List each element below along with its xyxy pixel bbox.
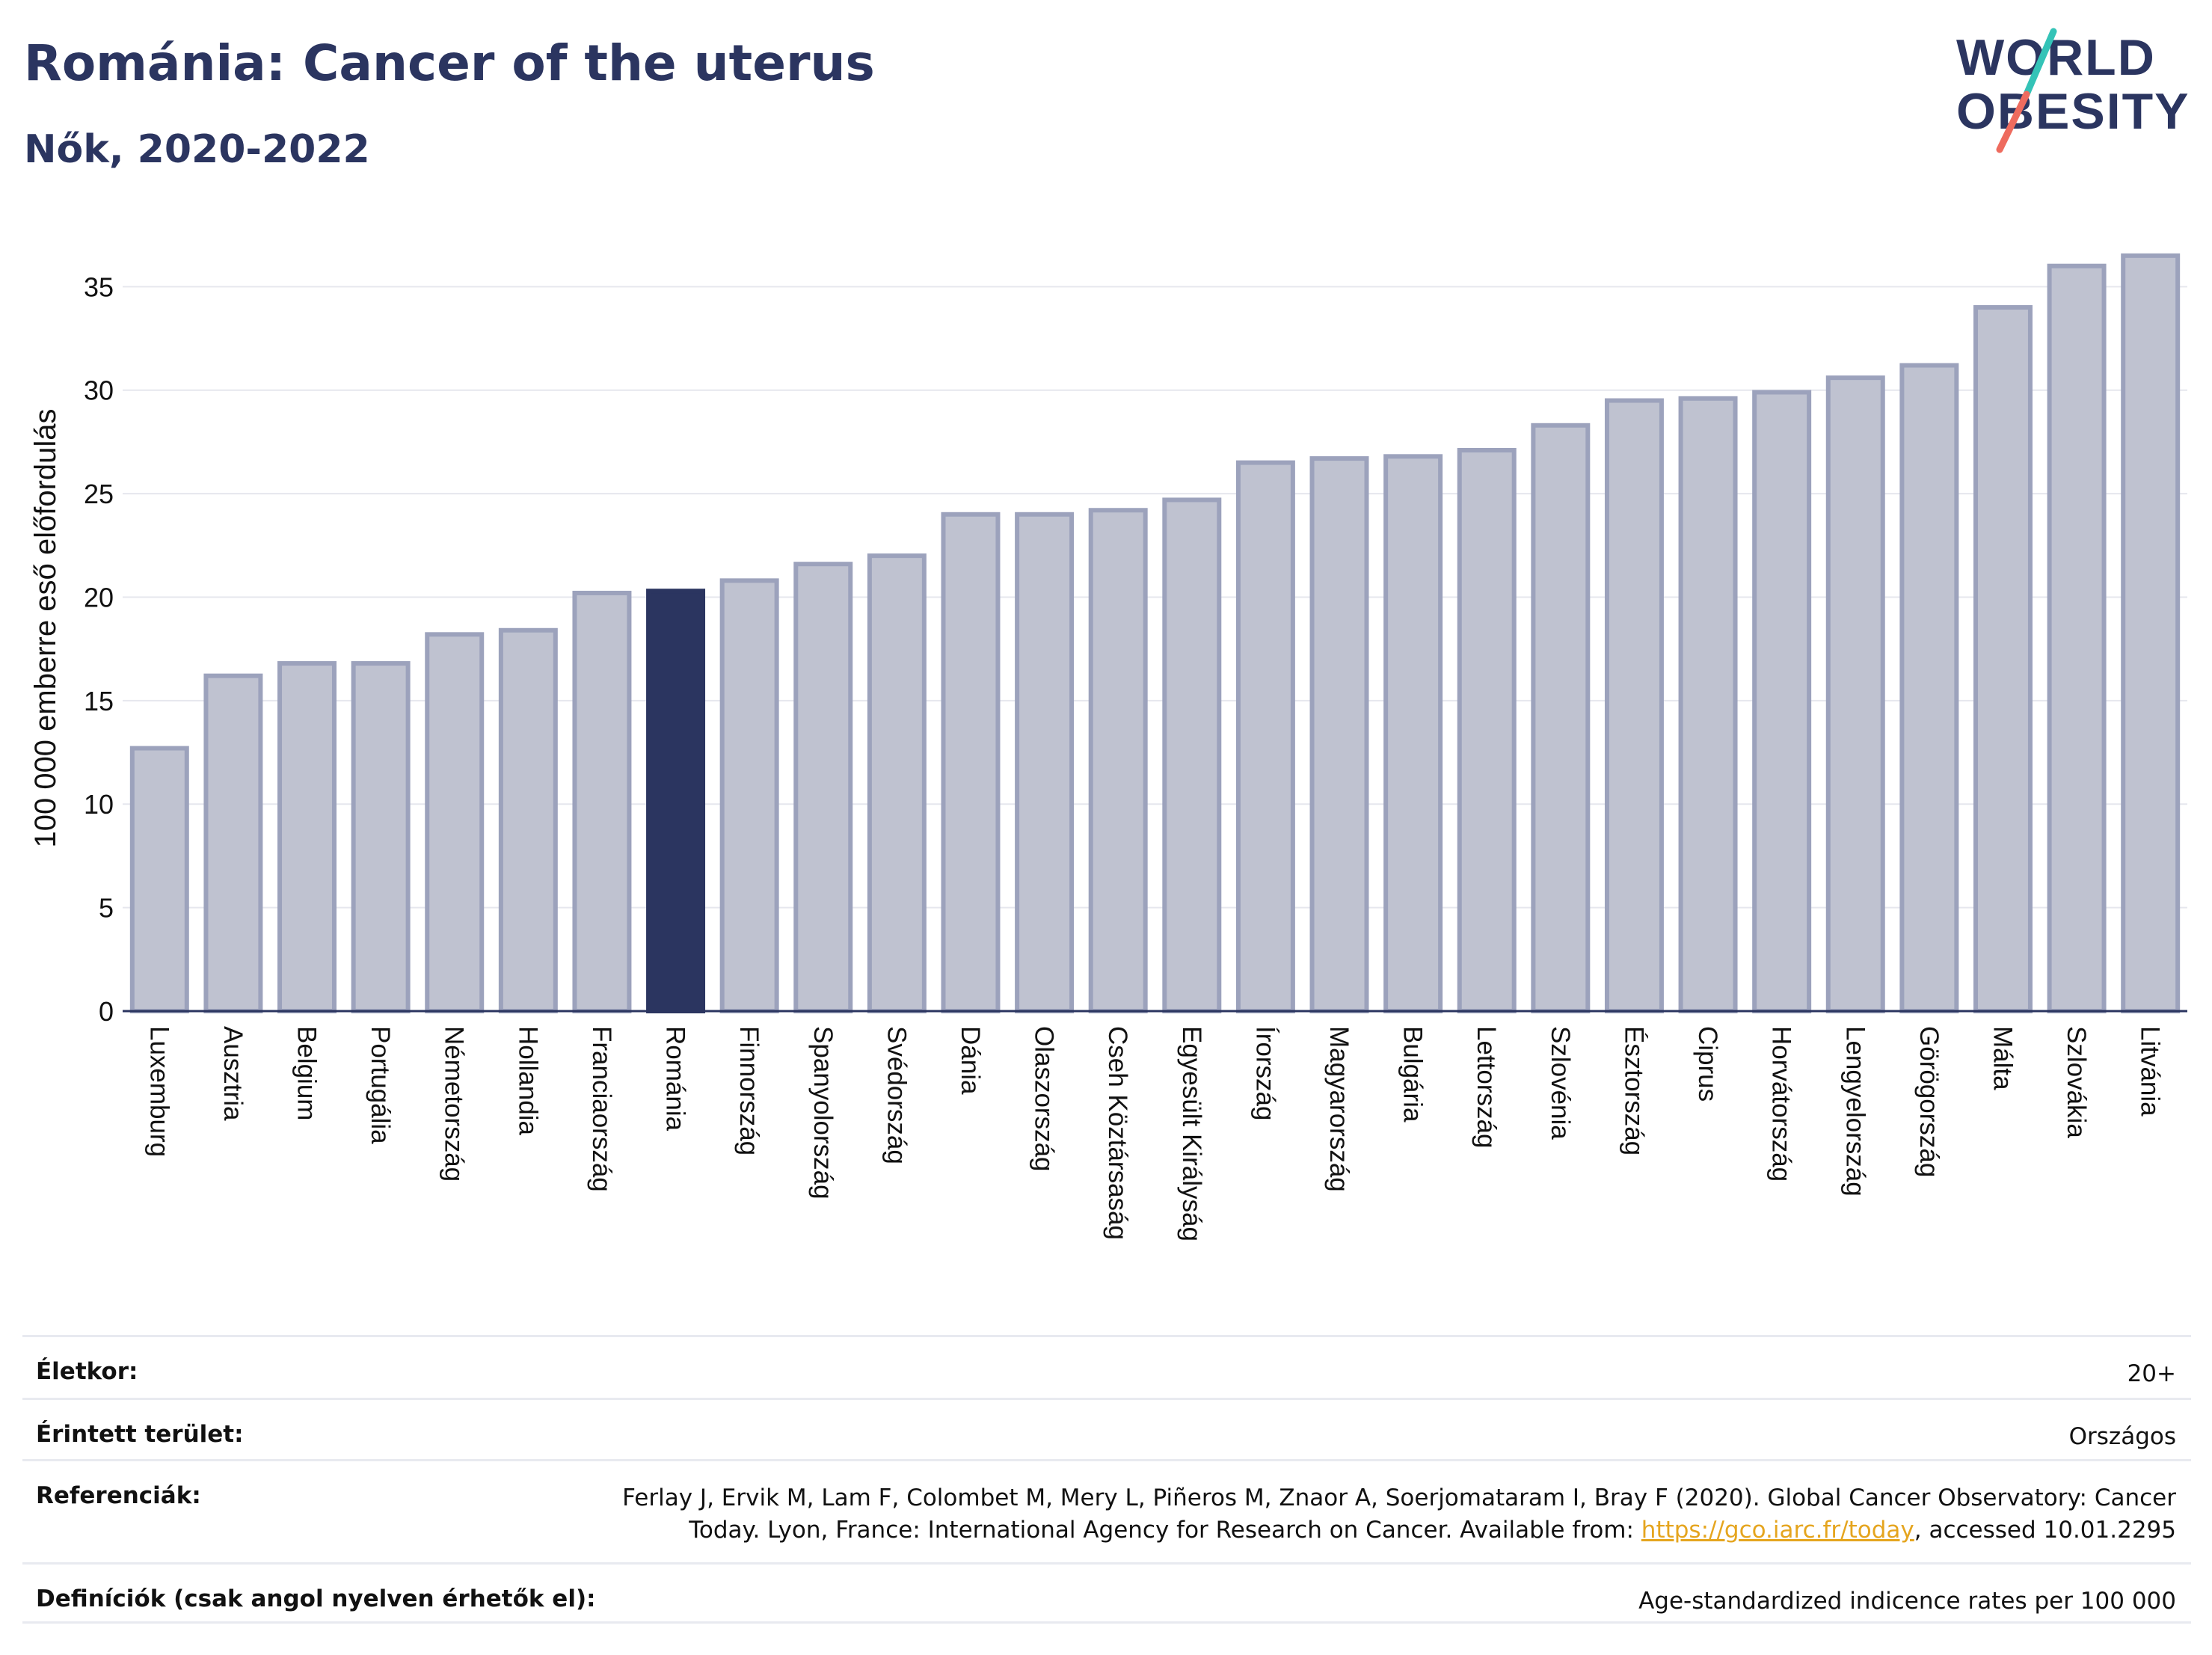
bar-málta: [1973, 305, 2033, 1013]
bar-szlovákia: [2047, 263, 2107, 1014]
x-tick-label: Finnország: [734, 1026, 764, 1155]
bar-görögország: [1899, 363, 1959, 1013]
x-tick-label: Spanyolország: [808, 1026, 838, 1200]
reference-line-2-suffix: , accessed 10.01.2295: [1914, 1517, 2176, 1544]
bar-luxemburg: [129, 746, 189, 1013]
bar-írország: [1235, 460, 1295, 1013]
x-tick-label: Franciaország: [587, 1026, 616, 1192]
bar-lengyelország: [1825, 375, 1885, 1013]
bar-portugália: [351, 661, 411, 1013]
metadata-table: Életkor: 20+ Érintett terület: Országos …: [22, 1335, 2191, 1624]
x-tick-label: Portugália: [366, 1026, 395, 1144]
x-tick-label: Svédország: [882, 1026, 911, 1164]
x-tick-label: Románia: [661, 1026, 690, 1132]
bar-ciprus: [1678, 396, 1738, 1013]
bar-dánia: [941, 512, 1001, 1013]
x-tick-label: Litvánia: [2136, 1026, 2165, 1117]
x-tick-label: Hollandia: [513, 1026, 542, 1135]
bar-románia: [646, 589, 706, 1013]
meta-row-age: Életkor: 20+: [22, 1335, 2191, 1398]
reference-line-2-prefix: Today. Lyon, France: International Agenc…: [689, 1517, 1641, 1544]
logo-line1: WORLD: [1956, 29, 2156, 86]
x-tick-label: Málta: [1988, 1026, 2017, 1090]
y-tick-label: 25: [84, 479, 114, 509]
references-label: Referenciák:: [36, 1482, 201, 1509]
y-tick-label: 10: [84, 789, 114, 820]
bar-szlovénia: [1531, 423, 1591, 1013]
logo-slash-coral: [1996, 90, 2030, 153]
bar-finnország: [719, 578, 779, 1013]
x-tick-label: Lengyelország: [1840, 1026, 1870, 1197]
bar-horvátország: [1752, 390, 1812, 1013]
y-tick-label: 35: [84, 271, 114, 302]
bar-chart: 0 5 10 15 20 25 30 35 Luxemburg Ausztria Belgium P…: [29, 253, 2187, 1241]
bar-egyesült-királyság: [1162, 497, 1222, 1013]
bar-franciaország: [572, 590, 632, 1013]
x-tick-labels: Luxemburg Ausztria Belgium Portugália Németo…: [144, 1026, 2164, 1241]
references-value: Ferlay J, Ervik M, Lam F, Colombet M, Me…: [622, 1482, 2176, 1547]
x-tick-label: Észtország: [1619, 1026, 1648, 1155]
bar-hollandia: [498, 627, 558, 1013]
logo-line2: OBESITY: [1956, 83, 2190, 140]
x-tick-label: Ausztria: [218, 1026, 248, 1121]
definitions-value: Age-standardized indicence rates per 100…: [1638, 1588, 2176, 1615]
bar-ausztria: [203, 673, 263, 1013]
y-tick-label: 15: [84, 686, 114, 716]
x-tick-label: Szlovákia: [2062, 1026, 2091, 1138]
world-obesity-logo: WORLD OBESITY: [1956, 28, 2190, 153]
x-tick-label: Belgium: [292, 1026, 322, 1120]
reference-line-1: Ferlay J, Ervik M, Lam F, Colombet M, Me…: [622, 1484, 2176, 1511]
bar-lettország: [1457, 447, 1517, 1013]
chart-subtitle: Nők, 2020-2022: [24, 127, 370, 172]
definitions-label: Definíciók (csak angol nyelven érhetők e…: [36, 1585, 596, 1612]
x-tick-label: Magyarország: [1324, 1026, 1354, 1192]
meta-row-definitions: Definíciók (csak angol nyelven érhetők e…: [22, 1562, 2191, 1624]
bar-belgium: [277, 661, 337, 1013]
x-tick-label: Görögország: [1914, 1026, 1944, 1177]
bar-spanyolország: [793, 562, 853, 1014]
area-label: Érintett terület:: [36, 1421, 244, 1448]
age-label: Életkor:: [36, 1358, 138, 1385]
bar-olaszország: [1015, 512, 1075, 1013]
x-tick-label: Írország: [1250, 1026, 1279, 1120]
bar-litvánia: [2121, 253, 2181, 1014]
x-tick-label: Horvátország: [1767, 1026, 1796, 1182]
x-tick-label: Ciprus: [1693, 1026, 1722, 1102]
bar-észtország: [1604, 398, 1664, 1013]
bar-magyarország: [1309, 456, 1369, 1013]
area-value: Országos: [2068, 1423, 2176, 1450]
meta-row-area: Érintett terület: Országos: [22, 1398, 2191, 1459]
age-value: 20+: [2127, 1360, 2176, 1387]
bar-svédország: [867, 553, 927, 1013]
meta-row-references: Referenciák: Ferlay J, Ervik M, Lam F, C…: [22, 1459, 2191, 1562]
bar-bulgária: [1383, 454, 1443, 1014]
y-tick-labels: 0 5 10 15 20 25 30 35: [84, 271, 114, 1027]
bar-németország: [425, 632, 485, 1013]
bar-cseh-köztársaság: [1088, 508, 1148, 1013]
reference-link[interactable]: https://gco.iarc.fr/today: [1641, 1517, 1914, 1544]
logo-slash-teal: [2023, 28, 2057, 98]
y-tick-label: 20: [84, 582, 114, 612]
y-tick-label: 30: [84, 375, 114, 406]
x-tick-label: Németország: [440, 1026, 469, 1182]
x-tick-label: Dánia: [956, 1026, 985, 1095]
x-tick-label: Olaszország: [1030, 1026, 1059, 1172]
x-tick-label: Bulgária: [1398, 1026, 1428, 1123]
x-tick-label: Cseh Köztársaság: [1103, 1026, 1132, 1240]
y-tick-label: 0: [99, 996, 114, 1027]
y-tick-label: 5: [99, 893, 114, 924]
x-tick-label: Szlovénia: [1546, 1026, 1575, 1140]
x-tick-label: Luxemburg: [144, 1026, 173, 1157]
x-tick-label: Egyesült Királyság: [1177, 1026, 1206, 1241]
x-tick-label: Lettország: [1472, 1026, 1501, 1148]
chart-title: Románia: Cancer of the uterus: [24, 34, 875, 92]
y-axis-label: 100 000 emberre eső előfordulás: [29, 408, 62, 847]
bars: [129, 253, 2181, 1014]
